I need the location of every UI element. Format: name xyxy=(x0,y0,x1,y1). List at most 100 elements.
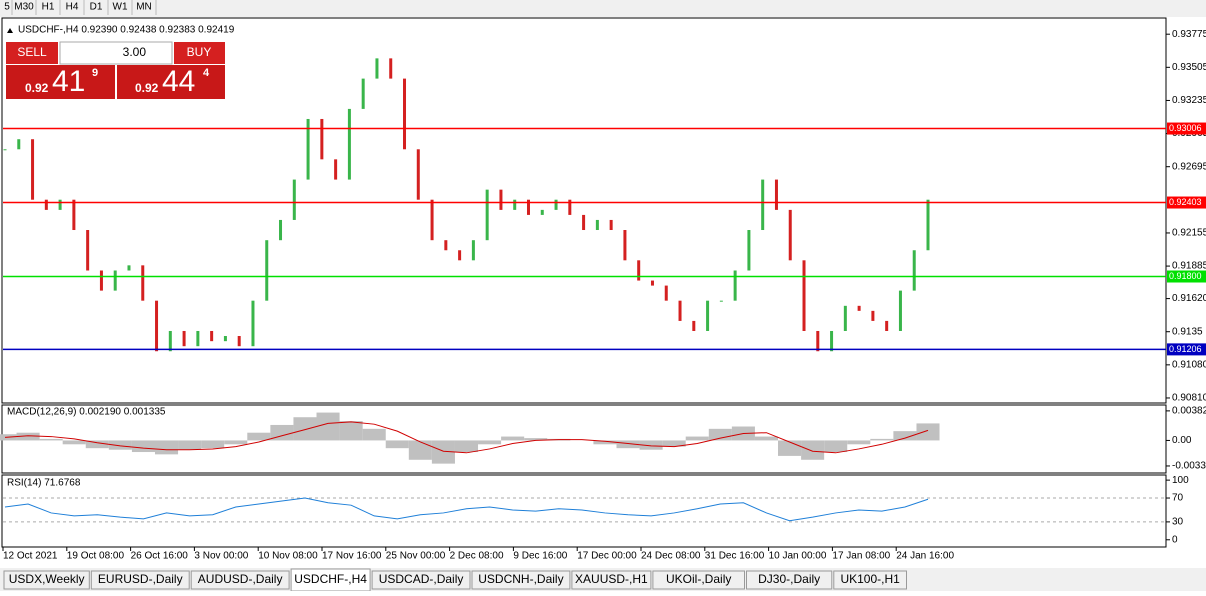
sell-label: SELL xyxy=(17,45,47,59)
macd-histogram xyxy=(339,421,363,441)
tab[interactable] xyxy=(471,570,571,590)
macd-histogram xyxy=(870,438,894,441)
price-bar xyxy=(334,159,338,180)
price-bar xyxy=(568,199,572,215)
price-bar xyxy=(513,199,517,210)
sell-price-box[interactable] xyxy=(6,65,115,99)
buy-price-box[interactable] xyxy=(117,65,225,99)
macd-histogram xyxy=(131,440,155,453)
macd-histogram xyxy=(847,440,871,445)
tab[interactable] xyxy=(833,570,907,590)
y-tick-label: 0.93505 xyxy=(1172,62,1206,73)
price-bar xyxy=(554,199,558,210)
level-label: 0.92403 xyxy=(1169,197,1202,207)
y-tick-label: 0.92695 xyxy=(1172,161,1206,172)
timeframe-button[interactable]: H4 xyxy=(66,2,79,13)
sell-button[interactable] xyxy=(6,42,58,64)
buy-price-small: 4 xyxy=(203,67,210,79)
price-bar xyxy=(113,270,117,291)
y-tick-label: 0.00 xyxy=(1172,435,1192,446)
macd-histogram xyxy=(224,440,248,445)
y-tick-label: 0 xyxy=(1172,534,1178,545)
price-bar xyxy=(237,336,241,347)
macd-histogram xyxy=(824,440,848,453)
price-bar xyxy=(485,189,489,241)
y-tick-label: 0.91885 xyxy=(1172,261,1206,272)
price-bar xyxy=(141,265,145,301)
price-bar xyxy=(292,179,296,220)
price-bar xyxy=(17,139,21,150)
price-bar xyxy=(540,209,544,215)
macd-histogram xyxy=(154,440,179,455)
timeframe-button[interactable]: M30 xyxy=(14,2,34,13)
tab-label: USDX,Weekly xyxy=(9,572,85,586)
price-bar xyxy=(526,199,530,215)
price-bar xyxy=(223,336,227,342)
price-bar xyxy=(375,58,379,79)
macd-histogram xyxy=(247,432,271,441)
tab-label: UKOil-,Daily xyxy=(666,572,731,586)
price-bar xyxy=(788,209,792,261)
tab[interactable] xyxy=(3,570,90,590)
x-tick-label: 9 Dec 16:00 xyxy=(513,551,567,562)
y-tick-label: 100 xyxy=(1172,475,1189,486)
timeframe-button[interactable]: D1 xyxy=(90,2,103,13)
y-tick-label: 0.91080 xyxy=(1172,359,1206,370)
price-bar xyxy=(155,300,159,352)
tab-label: USDCHF-,H4 xyxy=(294,572,367,586)
price-bar xyxy=(609,219,613,231)
tab-label: DJ30-,Daily xyxy=(758,572,820,586)
price-bar xyxy=(898,290,902,331)
tab[interactable] xyxy=(746,570,833,590)
tab[interactable] xyxy=(190,570,290,590)
price-bar xyxy=(251,300,255,347)
x-tick-label: 17 Dec 00:00 xyxy=(577,551,637,562)
price-bar xyxy=(623,230,627,261)
macd-histogram xyxy=(708,428,732,441)
price-bar xyxy=(719,300,723,302)
timeframe-button[interactable]: W1 xyxy=(113,2,128,13)
price-bar xyxy=(912,250,916,291)
macd-title: MACD(12,26,9) 0.002190 0.001335 xyxy=(7,407,166,418)
macd-histogram xyxy=(178,440,202,450)
tab[interactable] xyxy=(571,570,652,590)
price-bar xyxy=(830,330,834,352)
x-tick-label: 25 Nov 00:00 xyxy=(386,551,446,562)
price-bar xyxy=(885,320,889,331)
tab-label: XAUUSD-,H1 xyxy=(575,572,648,586)
timeframe-button[interactable]: 5 xyxy=(4,2,10,13)
rsi-line xyxy=(4,497,929,522)
macd-histogram xyxy=(916,423,940,441)
tab-label: AUDUSD-,Daily xyxy=(198,572,283,586)
price-bar xyxy=(664,285,668,301)
macd-histogram xyxy=(62,440,86,445)
tab[interactable] xyxy=(652,570,746,590)
price-bar xyxy=(99,270,103,291)
x-tick-label: 10 Jan 00:00 xyxy=(769,551,827,562)
lot-input[interactable] xyxy=(59,41,173,65)
price-bar xyxy=(58,199,62,210)
timeframe-button[interactable]: MN xyxy=(136,2,152,13)
trade-panel: SELL 3.00 BUY 0.92 41 9 0.92 44 4 xyxy=(6,41,225,99)
timeframe-button[interactable]: H1 xyxy=(42,2,55,13)
price-bar xyxy=(706,300,710,331)
buy-price-big: 0.92 xyxy=(135,81,159,95)
buy-button[interactable] xyxy=(174,42,225,64)
price-bar xyxy=(678,300,682,321)
price-bar xyxy=(650,280,654,286)
price-bar xyxy=(843,305,847,331)
x-tick-label: 12 Oct 2021 xyxy=(3,551,58,562)
tab[interactable] xyxy=(90,570,190,590)
macd-histogram xyxy=(85,440,109,449)
price-bar xyxy=(430,199,434,241)
rsi-title: RSI(14) 71.6768 xyxy=(7,478,81,489)
macd-histogram xyxy=(316,412,340,441)
macd-histogram xyxy=(16,432,40,441)
price-bar xyxy=(196,330,200,347)
tab-label: USDCNH-,Daily xyxy=(478,572,563,586)
price-bar xyxy=(637,260,641,281)
macd-histogram xyxy=(270,424,294,441)
x-tick-label: 3 Nov 00:00 xyxy=(194,551,248,562)
tab[interactable] xyxy=(371,570,471,590)
price-bar xyxy=(871,310,875,321)
